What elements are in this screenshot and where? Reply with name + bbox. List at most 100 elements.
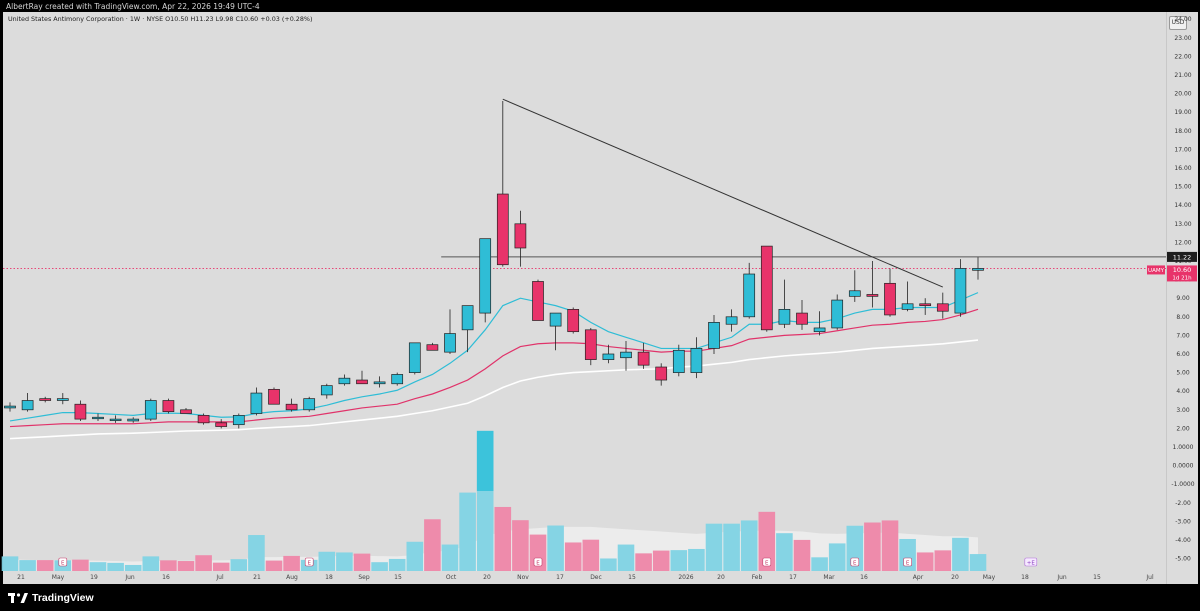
price-tick-label: -2.00 bbox=[1175, 500, 1191, 507]
earnings-marker bbox=[304, 557, 314, 567]
ticker-label: UAMY bbox=[1148, 268, 1165, 274]
price-tick-label: 8.00 bbox=[1176, 314, 1190, 321]
candle-body bbox=[972, 268, 984, 271]
time-tick-label: 15 bbox=[394, 574, 402, 581]
volume-bar bbox=[670, 550, 688, 571]
candle-body bbox=[232, 415, 245, 426]
earnings-marker-label: E bbox=[61, 561, 65, 567]
time-tick-label: 18 bbox=[1021, 574, 1029, 581]
time-tick-label: Dec bbox=[590, 574, 602, 581]
volume-bar bbox=[916, 552, 934, 571]
earnings-marker bbox=[533, 557, 543, 567]
volume-bar bbox=[459, 492, 476, 571]
candle-body bbox=[796, 312, 808, 325]
volume-bar bbox=[1, 556, 19, 571]
time-tick-label: 19 bbox=[90, 574, 98, 581]
volume-bar bbox=[248, 535, 265, 571]
volume-bar bbox=[230, 559, 248, 571]
tradingview-logo[interactable]: TradingView bbox=[8, 592, 94, 604]
candle-body bbox=[637, 351, 650, 366]
volume-bar bbox=[195, 555, 212, 571]
candle-body bbox=[496, 193, 509, 266]
candle-body bbox=[778, 309, 791, 325]
price-tick-label: 0.0000 bbox=[1173, 463, 1194, 470]
time-tick-label: 20 bbox=[717, 574, 725, 581]
earnings-marker bbox=[850, 557, 860, 567]
earnings-marker-label: E bbox=[765, 561, 769, 567]
price-tick-label: 4.00 bbox=[1176, 388, 1190, 395]
candle-body bbox=[162, 400, 175, 413]
volume-bar bbox=[177, 561, 195, 571]
candle-body bbox=[109, 418, 122, 421]
volume-bar bbox=[793, 539, 811, 571]
candle-body bbox=[584, 329, 597, 360]
volume-bar bbox=[564, 542, 582, 571]
candle-body bbox=[620, 351, 632, 359]
last-price-label: 10.60 bbox=[1173, 266, 1192, 274]
candle-body bbox=[144, 400, 157, 420]
volume-bar bbox=[494, 506, 512, 571]
candle-body bbox=[514, 223, 527, 249]
candle-body bbox=[831, 299, 844, 329]
candle-body bbox=[884, 282, 896, 316]
volume-bar bbox=[828, 543, 846, 571]
time-tick-label: 18 bbox=[325, 574, 333, 581]
volume-bar bbox=[124, 564, 142, 571]
trend-line bbox=[502, 98, 943, 288]
volume-bar bbox=[406, 541, 424, 571]
earnings-marker bbox=[762, 557, 772, 567]
price-tick-label: 1.0000 bbox=[1173, 444, 1194, 451]
time-tick-label: 16 bbox=[860, 574, 868, 581]
candle-body bbox=[4, 405, 16, 409]
earnings-marker bbox=[58, 557, 68, 567]
ticker-badge bbox=[1147, 265, 1165, 275]
chart-pane[interactable] bbox=[3, 12, 1166, 584]
price-tick-label: 21.00 bbox=[1174, 72, 1191, 79]
price-tick-label: 16.00 bbox=[1174, 165, 1191, 172]
price-tick-label: 6.00 bbox=[1176, 351, 1190, 358]
earnings-marker-label: E bbox=[853, 561, 857, 567]
price-tick-label: -4.00 bbox=[1175, 537, 1191, 544]
price-tick-label: 13.00 bbox=[1174, 221, 1191, 228]
volume-bar bbox=[758, 511, 776, 571]
time-tick-label: Jul bbox=[215, 574, 224, 581]
candle-body bbox=[672, 349, 685, 373]
brand-name: TradingView bbox=[32, 592, 94, 604]
ema-mid-line bbox=[9, 308, 979, 428]
price-tick-label: 20.00 bbox=[1174, 91, 1191, 98]
volume-bar bbox=[441, 544, 459, 571]
volume-bar bbox=[740, 520, 758, 571]
time-tick-label: 17 bbox=[789, 574, 797, 581]
last-price-badge bbox=[1167, 265, 1197, 282]
price-tick-label: 5.00 bbox=[1176, 370, 1190, 377]
candle-body bbox=[866, 294, 879, 297]
candle-body bbox=[954, 268, 967, 314]
candle-body bbox=[408, 342, 421, 373]
volume-bar bbox=[265, 560, 283, 571]
candle-body bbox=[197, 415, 210, 424]
price-tick-label: 23.00 bbox=[1174, 35, 1191, 42]
time-tick-label: 16 bbox=[162, 574, 170, 581]
candle-body bbox=[743, 273, 756, 318]
candle-body bbox=[356, 379, 368, 385]
candle-body bbox=[285, 403, 298, 411]
volume-bar bbox=[652, 550, 670, 571]
candle-body bbox=[39, 398, 52, 401]
footer-bar bbox=[0, 586, 1200, 611]
price-tick-label: 14.00 bbox=[1174, 202, 1191, 209]
candle-body bbox=[461, 305, 474, 331]
time-tick-label: May bbox=[983, 574, 996, 581]
candle-body bbox=[74, 403, 87, 420]
volume-bar bbox=[705, 523, 723, 571]
price-axis[interactable] bbox=[1166, 12, 1198, 584]
candle-body bbox=[532, 281, 544, 321]
tradingview-logo-icon bbox=[8, 593, 28, 603]
currency-button[interactable]: USD bbox=[1169, 16, 1187, 30]
price-tick-label: -1.0000 bbox=[1171, 481, 1194, 488]
volume-bar bbox=[283, 555, 300, 571]
candle-body bbox=[760, 245, 773, 331]
price-tick-label: 7.00 bbox=[1176, 332, 1190, 339]
volume-bar bbox=[318, 551, 336, 571]
time-tick-label: 17 bbox=[556, 574, 564, 581]
